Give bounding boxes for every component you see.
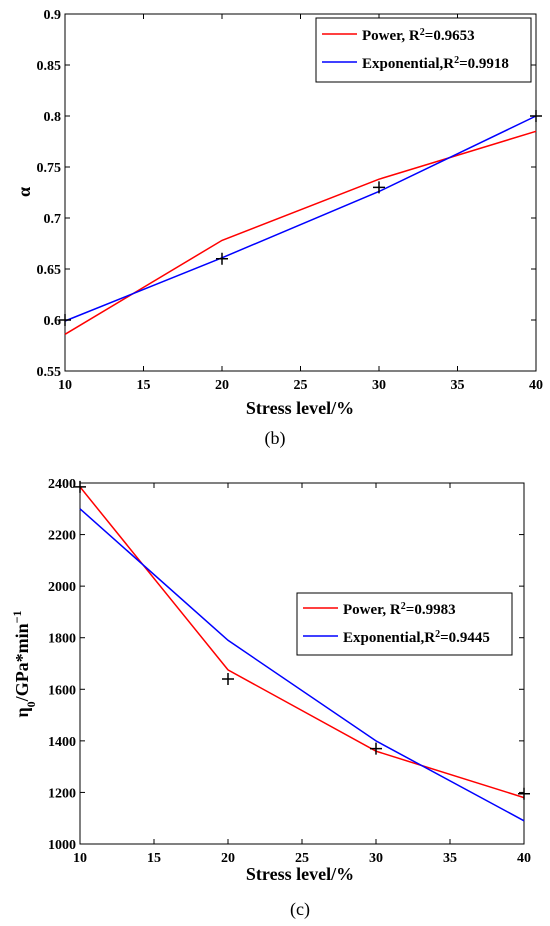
y-tick-label: 0.55 (37, 365, 62, 380)
x-tick-label: 25 (295, 851, 309, 866)
series-line-exponential (64, 115, 537, 322)
x-axis-label: Stress level/% (246, 864, 354, 884)
y-tick-label: 1200 (48, 786, 76, 801)
data-point-marker (530, 110, 542, 122)
y-axis-label: η0/GPa*min−1 (10, 610, 38, 717)
data-point-marker (216, 252, 228, 265)
x-tick-label: 40 (529, 378, 543, 393)
x-tick-label: 15 (137, 378, 151, 393)
legend-label-power: Power, R2=0.9983 (343, 601, 456, 619)
caption-c: (c) (290, 899, 310, 920)
axis-ticks: 10 15 20 25 30 35 40 1000 1200 1400 1600 1800 2000 22… (48, 477, 531, 866)
data-markers (74, 480, 530, 800)
y-tick-label: 2400 (48, 477, 76, 492)
data-point-marker (373, 181, 385, 194)
x-tick-label: 40 (517, 851, 531, 866)
y-tick-label: 1600 (48, 683, 76, 698)
y-tick-label: 0.9 (44, 8, 62, 23)
y-tick-label: 0.75 (37, 161, 62, 176)
x-axis-label: Stress level/% (246, 398, 354, 418)
y-tick-label: 2000 (48, 580, 76, 595)
legend: Power, R2=0.9983 Exponential,R2=0.9445 (296, 592, 513, 656)
series-line-power (79, 486, 525, 799)
x-tick-label: 25 (294, 378, 308, 393)
y-axis-label: α (14, 187, 34, 197)
chart-alpha: 10 15 20 25 30 35 40 0.55 0.6 0.65 0.7 0.75 0.8 0.85 0… (14, 8, 543, 449)
x-tick-label: 35 (443, 851, 457, 866)
y-tick-label: 0.6 (44, 314, 62, 329)
x-tick-label: 30 (369, 851, 383, 866)
x-tick-label: 20 (221, 851, 235, 866)
legend-box (315, 17, 532, 83)
y-tick-label: 1400 (48, 735, 76, 750)
y-tick-label: 2200 (48, 529, 76, 544)
x-tick-label: 10 (58, 378, 72, 393)
data-point-marker (74, 480, 86, 493)
y-tick-label: 1800 (48, 632, 76, 647)
caption-b: (b) (265, 428, 286, 449)
x-tick-label: 35 (451, 378, 465, 393)
y-tick-label: 0.7 (44, 212, 62, 227)
data-point-marker (59, 314, 71, 326)
data-point-marker (370, 742, 382, 755)
x-tick-label: 10 (73, 851, 87, 866)
y-tick-label: 0.65 (37, 263, 62, 278)
y-tick-label: 0.85 (37, 59, 62, 74)
x-tick-label: 15 (147, 851, 161, 866)
data-markers (59, 110, 542, 326)
legend-label-exponential: Exponential,R2=0.9918 (362, 55, 509, 73)
series-line-power (64, 130, 537, 335)
data-point-marker (518, 787, 530, 800)
x-tick-label: 20 (215, 378, 229, 393)
y-tick-label: 0.8 (44, 110, 62, 125)
axis-ticks: 10 15 20 25 30 35 40 0.55 0.6 0.65 0.7 0.75 0.8 0.85 0… (37, 8, 544, 393)
legend-label-exponential: Exponential,R2=0.9445 (343, 629, 490, 647)
legend-box (296, 592, 513, 656)
series-lines (79, 486, 525, 822)
data-point-marker (222, 672, 234, 685)
x-tick-label: 30 (372, 378, 386, 393)
series-lines (64, 115, 537, 335)
y-tick-label: 1000 (48, 838, 76, 853)
series-line-exponential (79, 508, 525, 822)
chart-eta: 10 15 20 25 30 35 40 1000 1200 1400 1600 1800 2000 22… (10, 477, 531, 920)
plot-frame (79, 482, 525, 845)
legend-label-power: Power, R2=0.9653 (362, 27, 475, 45)
legend: Power, R2=0.9653 Exponential,R2=0.9918 (315, 17, 532, 83)
